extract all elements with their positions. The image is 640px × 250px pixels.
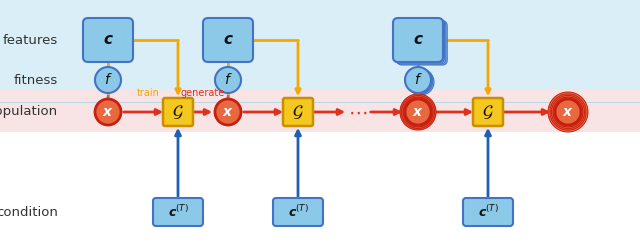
FancyBboxPatch shape — [273, 198, 323, 226]
Bar — [0, 0, 640, 102]
Circle shape — [407, 68, 433, 94]
Text: generate: generate — [181, 88, 225, 98]
Text: $\boldsymbol{c}^{(T)}$: $\boldsymbol{c}^{(T)}$ — [477, 204, 499, 220]
FancyBboxPatch shape — [153, 198, 203, 226]
Circle shape — [554, 98, 582, 126]
Text: $\boldsymbol{c}$: $\boldsymbol{c}$ — [413, 32, 424, 48]
Text: condition: condition — [0, 206, 58, 218]
Circle shape — [215, 99, 241, 125]
FancyBboxPatch shape — [163, 98, 193, 126]
Text: features: features — [3, 34, 58, 46]
FancyBboxPatch shape — [463, 198, 513, 226]
Text: fitness: fitness — [13, 74, 58, 86]
Text: $f$: $f$ — [223, 72, 232, 88]
Circle shape — [548, 92, 588, 132]
FancyBboxPatch shape — [393, 18, 443, 62]
Circle shape — [405, 67, 431, 93]
Text: $\boldsymbol{c}$: $\boldsymbol{c}$ — [102, 32, 113, 48]
Circle shape — [95, 67, 121, 93]
FancyBboxPatch shape — [397, 21, 447, 65]
FancyBboxPatch shape — [396, 20, 446, 64]
Circle shape — [401, 96, 435, 128]
Text: $\boldsymbol{c}^{(T)}$: $\boldsymbol{c}^{(T)}$ — [287, 204, 308, 220]
Text: $f$: $f$ — [413, 72, 422, 88]
Circle shape — [404, 98, 432, 126]
Text: population: population — [0, 106, 58, 118]
Text: $\mathcal{G}$: $\mathcal{G}$ — [482, 103, 494, 121]
FancyBboxPatch shape — [283, 98, 313, 126]
FancyBboxPatch shape — [473, 98, 503, 126]
Text: train: train — [136, 88, 159, 98]
Circle shape — [555, 99, 581, 125]
Text: $\mathcal{G}$: $\mathcal{G}$ — [172, 103, 184, 121]
Text: $\boldsymbol{c}$: $\boldsymbol{c}$ — [223, 32, 234, 48]
Text: $f$: $f$ — [104, 72, 113, 88]
Circle shape — [215, 67, 241, 93]
Circle shape — [408, 69, 434, 95]
Text: $\boldsymbol{c}^{(T)}$: $\boldsymbol{c}^{(T)}$ — [168, 204, 189, 220]
FancyBboxPatch shape — [203, 18, 253, 62]
Text: $\cdots$: $\cdots$ — [348, 102, 367, 122]
Circle shape — [405, 99, 431, 125]
Text: $\mathcal{G}$: $\mathcal{G}$ — [292, 103, 304, 121]
Circle shape — [553, 97, 583, 127]
Circle shape — [550, 94, 586, 130]
Circle shape — [552, 96, 584, 128]
Text: $\boldsymbol{x}$: $\boldsymbol{x}$ — [222, 105, 234, 119]
Bar — [0, 132, 640, 250]
Circle shape — [400, 94, 436, 130]
Circle shape — [406, 68, 432, 94]
Bar — [0, 90, 640, 132]
Circle shape — [95, 99, 121, 125]
Circle shape — [403, 97, 433, 127]
Text: $\boldsymbol{x}$: $\boldsymbol{x}$ — [562, 105, 574, 119]
FancyBboxPatch shape — [394, 19, 444, 63]
Text: $\boldsymbol{x}$: $\boldsymbol{x}$ — [412, 105, 424, 119]
FancyBboxPatch shape — [83, 18, 133, 62]
Text: $\boldsymbol{x}$: $\boldsymbol{x}$ — [102, 105, 114, 119]
